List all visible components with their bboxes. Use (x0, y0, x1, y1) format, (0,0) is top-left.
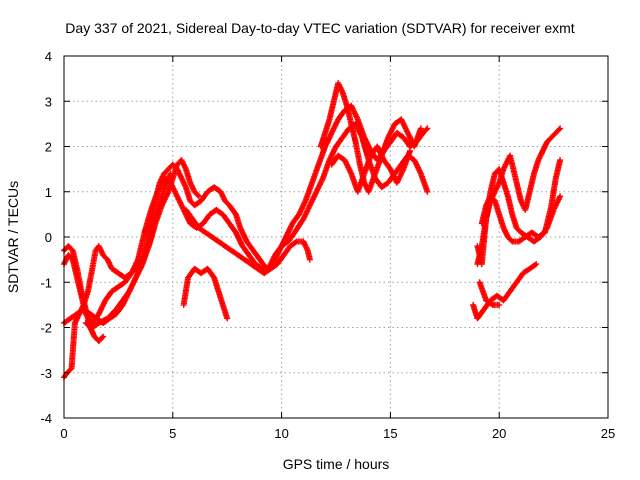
series-track-n (476, 279, 503, 308)
y-tick-label: -4 (40, 411, 52, 426)
y-tick-label: 0 (45, 230, 52, 245)
series-markers (61, 102, 431, 381)
x-tick-label: 5 (169, 426, 176, 441)
series-markers (182, 206, 313, 277)
series-track-g (182, 206, 313, 277)
x-tick-label: 25 (601, 426, 615, 441)
series-markers (476, 279, 503, 308)
x-axis-label: GPS time / hours (283, 456, 390, 472)
series-group (61, 80, 564, 381)
series-markers (474, 125, 564, 268)
series-markers (328, 143, 413, 195)
series-track-i (328, 143, 413, 195)
series-track-h (317, 80, 424, 195)
y-tick-label: -1 (40, 275, 52, 290)
x-tick-label: 20 (492, 426, 506, 441)
series-markers (82, 170, 174, 331)
series-track-e (82, 170, 174, 331)
y-tick-label: -3 (40, 366, 52, 381)
chart-title: Day 337 of 2021, Sidereal Day-to-day VTE… (65, 20, 574, 36)
x-tick-label: 10 (274, 426, 288, 441)
x-tick-label: 15 (383, 426, 397, 441)
y-tick-label: 4 (45, 49, 52, 64)
y-tick-label: 1 (45, 185, 52, 200)
y-tick-label: 3 (45, 94, 52, 109)
x-tick-label: 0 (60, 426, 67, 441)
y-tick-label: -2 (40, 321, 52, 336)
series-markers (180, 265, 231, 322)
series-markers (317, 80, 424, 195)
series-track-a (61, 102, 431, 381)
y-tick-label: 2 (45, 140, 52, 155)
y-axis-label: SDTVAR / TECUs (5, 181, 21, 293)
series-track-f (180, 265, 231, 322)
series-track-l (474, 125, 564, 268)
